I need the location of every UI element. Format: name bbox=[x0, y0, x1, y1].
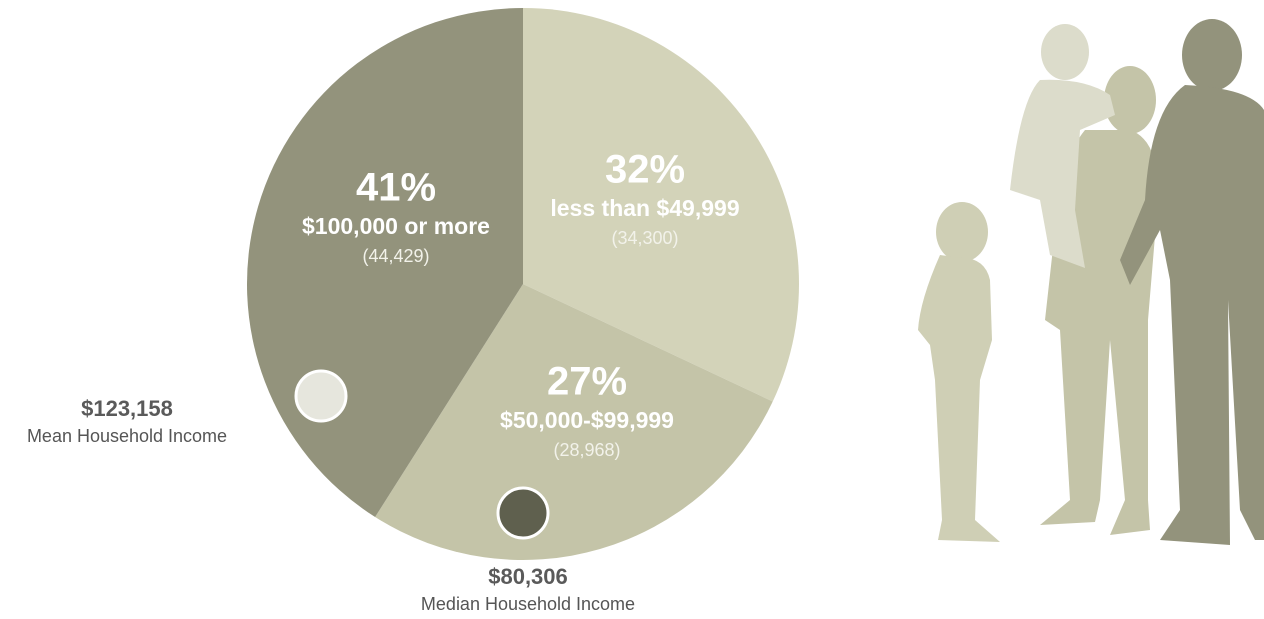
slice-category: $50,000-$99,999 bbox=[500, 407, 674, 433]
pie-slice bbox=[375, 284, 773, 560]
income-value: $80,306 bbox=[488, 564, 568, 589]
pie-slice bbox=[523, 8, 799, 402]
income-caption: Median Household Income bbox=[421, 594, 635, 614]
income-caption: Mean Household Income bbox=[27, 426, 227, 446]
slice-count: (44,429) bbox=[362, 246, 429, 266]
income-marker bbox=[294, 369, 348, 423]
slice-count: (34,300) bbox=[611, 228, 678, 248]
slice-percent: 32% bbox=[605, 148, 685, 192]
slice-count: (28,968) bbox=[553, 440, 620, 460]
slice-percent: 27% bbox=[547, 360, 627, 404]
pie bbox=[247, 8, 799, 560]
income-value: $123,158 bbox=[81, 396, 173, 421]
family-silhouette bbox=[918, 19, 1264, 545]
slice-category: less than $49,999 bbox=[550, 195, 739, 221]
slice-category: $100,000 or more bbox=[302, 213, 490, 239]
income-marker bbox=[496, 486, 550, 540]
slice-percent: 41% bbox=[356, 166, 436, 210]
